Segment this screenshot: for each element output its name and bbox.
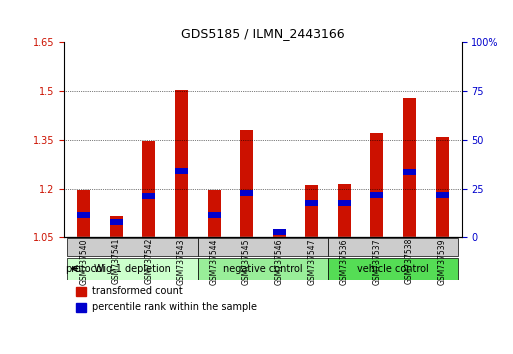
Bar [273, 229, 286, 235]
Text: GSM737547: GSM737547 [307, 238, 317, 285]
Bar [142, 142, 155, 237]
Bar [370, 133, 384, 237]
Bar [240, 190, 253, 196]
Text: GSM737539: GSM737539 [438, 238, 447, 285]
Bar [208, 190, 221, 237]
Bar [436, 137, 449, 237]
Text: GSM737538: GSM737538 [405, 238, 414, 284]
Text: negative control: negative control [223, 264, 303, 274]
FancyBboxPatch shape [198, 238, 328, 256]
Bar [76, 303, 86, 312]
Text: percentile rank within the sample: percentile rank within the sample [92, 302, 257, 312]
Text: GSM737543: GSM737543 [177, 238, 186, 285]
Text: GSM737542: GSM737542 [144, 238, 153, 284]
Text: GSM737546: GSM737546 [274, 238, 284, 285]
Bar [338, 184, 351, 237]
Bar [76, 287, 86, 296]
Bar [77, 190, 90, 237]
Bar [403, 169, 416, 175]
Bar [240, 130, 253, 237]
Text: transformed count: transformed count [92, 286, 183, 296]
Bar [175, 168, 188, 174]
Title: GDS5185 / ILMN_2443166: GDS5185 / ILMN_2443166 [181, 27, 345, 40]
Text: protocol: protocol [65, 264, 105, 274]
Text: GSM737536: GSM737536 [340, 238, 349, 285]
Bar [110, 219, 123, 224]
FancyBboxPatch shape [198, 258, 328, 280]
Text: GSM737540: GSM737540 [79, 238, 88, 285]
Bar [208, 212, 221, 218]
Text: GSM737545: GSM737545 [242, 238, 251, 285]
Text: GSM737544: GSM737544 [209, 238, 219, 285]
Bar [338, 200, 351, 206]
Bar [305, 185, 318, 237]
Bar [305, 200, 318, 206]
Text: Wig-1 depletion: Wig-1 depletion [94, 264, 171, 274]
Bar [436, 192, 449, 198]
Bar [175, 90, 188, 237]
Text: GSM737537: GSM737537 [372, 238, 382, 285]
Text: vehicle control: vehicle control [358, 264, 429, 274]
Bar [273, 232, 286, 237]
Bar [142, 193, 155, 199]
Text: GSM737541: GSM737541 [112, 238, 121, 284]
FancyBboxPatch shape [67, 238, 198, 256]
FancyBboxPatch shape [67, 258, 198, 280]
Bar [403, 98, 416, 237]
Bar [370, 192, 384, 198]
Bar [77, 212, 90, 218]
FancyBboxPatch shape [328, 238, 459, 256]
Bar [110, 216, 123, 237]
FancyBboxPatch shape [328, 258, 459, 280]
